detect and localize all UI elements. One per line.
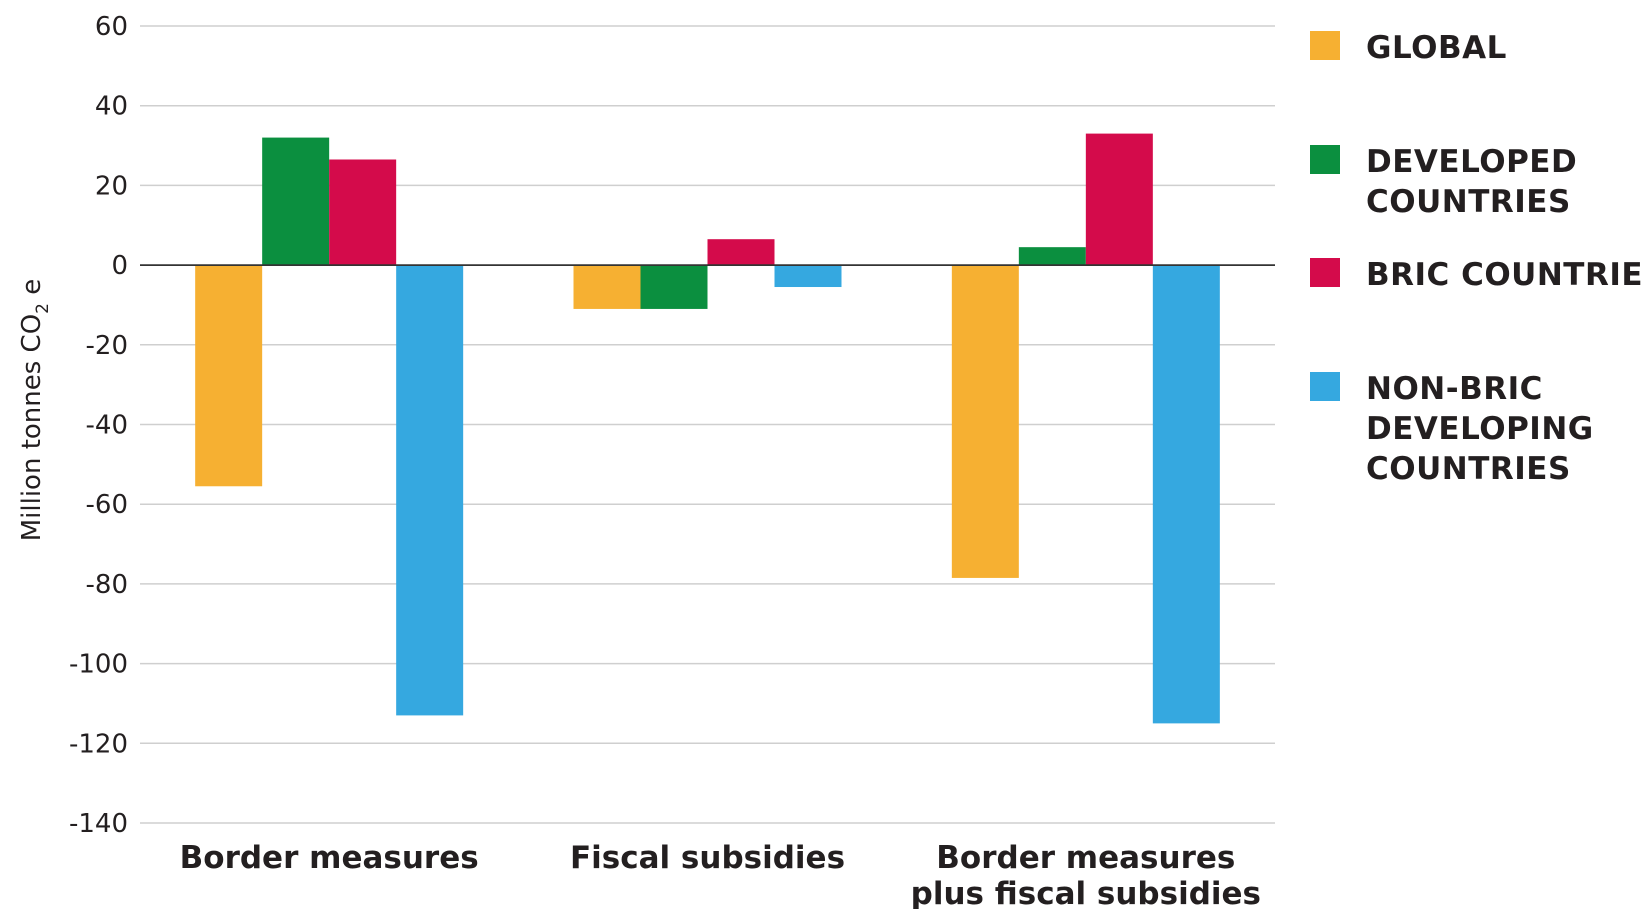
y-axis-label-suffix: e	[17, 279, 47, 303]
bar	[640, 265, 708, 309]
bar	[262, 137, 330, 266]
bar	[1152, 265, 1220, 724]
bar	[774, 265, 842, 288]
y-axis-label: Million tonnes CO2 e	[17, 279, 53, 542]
y-axis-label-subscript: 2	[33, 303, 53, 314]
y-axis-ticks: 60 40 20 0 -20 -40 -60 -80 -100 -120 -140	[69, 12, 128, 839]
y-tick-label: 20	[95, 171, 128, 201]
legend: GLOBAL DEVELOPED COUNTRIES BRIC COUNTRIES NO…	[1310, 30, 1641, 487]
bar	[1085, 133, 1153, 266]
bar	[573, 265, 641, 309]
legend-label: COUNTRIES	[1366, 184, 1571, 220]
bars	[195, 133, 1220, 724]
legend-label: DEVELOPED	[1366, 144, 1577, 180]
bar	[195, 265, 263, 487]
y-tick-label: -40	[86, 411, 128, 441]
legend-swatch	[1310, 145, 1340, 174]
legend-swatch	[1310, 258, 1340, 287]
legend-label: COUNTRIES	[1366, 451, 1571, 487]
y-tick-label: -60	[86, 490, 128, 520]
y-tick-label: 60	[95, 12, 128, 42]
y-tick-label: -20	[86, 331, 128, 361]
legend-swatch	[1310, 31, 1340, 60]
y-tick-label: -80	[86, 570, 128, 600]
bar	[707, 239, 775, 266]
legend-label: DEVELOPING	[1366, 411, 1594, 447]
y-tick-label: -140	[69, 809, 128, 839]
legend-label: BRIC COUNTRIES	[1366, 257, 1641, 293]
x-category-label: Border measures	[936, 840, 1235, 876]
bar	[396, 265, 464, 716]
x-axis-categories: Border measures Fiscal subsidies Border me…	[180, 840, 1261, 912]
x-category-label: plus fiscal subsidies	[911, 876, 1261, 909]
bar	[329, 159, 397, 266]
bar	[1018, 247, 1086, 266]
legend-swatch	[1310, 372, 1340, 401]
y-axis-label-main: Million tonnes CO	[17, 314, 47, 541]
y-tick-label: 0	[111, 251, 128, 281]
y-tick-label: -100	[69, 650, 128, 680]
legend-label: GLOBAL	[1366, 30, 1507, 66]
y-tick-label: -120	[69, 729, 128, 759]
legend-label: NON-BRIC	[1366, 371, 1543, 407]
y-tick-label: 40	[95, 92, 128, 122]
x-category-label: Fiscal subsidies	[570, 840, 845, 876]
bar	[951, 265, 1019, 578]
x-category-label: Border measures	[180, 840, 479, 876]
